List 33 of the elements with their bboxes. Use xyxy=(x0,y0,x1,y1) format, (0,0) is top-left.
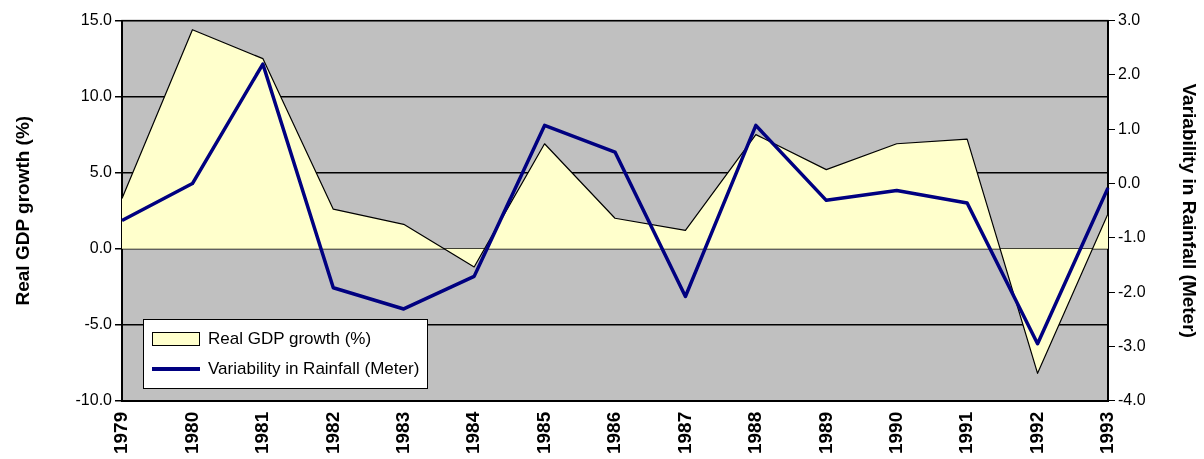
y-axis-title: Real GDP growth (%) xyxy=(11,115,33,306)
y2-tick-label: 0.0 xyxy=(1118,173,1141,191)
x-tick-label: 1981 xyxy=(251,411,273,455)
x-tick-label: 1993 xyxy=(1096,411,1118,455)
x-tick-label: 1984 xyxy=(462,411,484,455)
x-tick-label: 1986 xyxy=(603,411,625,455)
y2-axis-title: Variability in Rainfall (Meter) xyxy=(1179,83,1201,338)
x-tick-label: 1987 xyxy=(673,411,695,455)
x-tick-label: 1991 xyxy=(955,411,977,455)
x-tick-label: 1980 xyxy=(180,411,202,455)
y-tick-label: 15.0 xyxy=(80,11,113,29)
x-tick-label: 1990 xyxy=(884,411,906,455)
x-tick-label: 1982 xyxy=(321,411,343,455)
x-tick-label: 1983 xyxy=(391,411,413,455)
y2-tick-label: 1.0 xyxy=(1118,119,1141,137)
y-tick-label: -10.0 xyxy=(75,391,113,409)
y-tick-label: 0.0 xyxy=(89,239,113,257)
x-tick-label: 1989 xyxy=(814,411,836,455)
y2-tick-label: 2.0 xyxy=(1118,65,1141,83)
y2-tick-label: 3.0 xyxy=(1118,11,1141,29)
legend-label: Variability in Rainfall (Meter) xyxy=(208,359,420,379)
x-tick-label: 1979 xyxy=(110,411,132,455)
x-tick-label: 1988 xyxy=(744,411,766,455)
y2-tick-label: -1.0 xyxy=(1118,228,1146,246)
legend-label: Real GDP growth (%) xyxy=(208,329,372,349)
y-tick-label: 10.0 xyxy=(80,87,113,105)
y2-tick-label: -3.0 xyxy=(1118,336,1146,354)
x-tick-label: 1992 xyxy=(1025,411,1047,455)
x-tick-label: 1985 xyxy=(532,411,554,455)
y-tick-label: 5.0 xyxy=(89,163,113,181)
y-tick-label: -5.0 xyxy=(84,315,113,333)
y2-tick-label: -2.0 xyxy=(1118,282,1146,300)
y2-tick-label: -4.0 xyxy=(1118,391,1146,409)
